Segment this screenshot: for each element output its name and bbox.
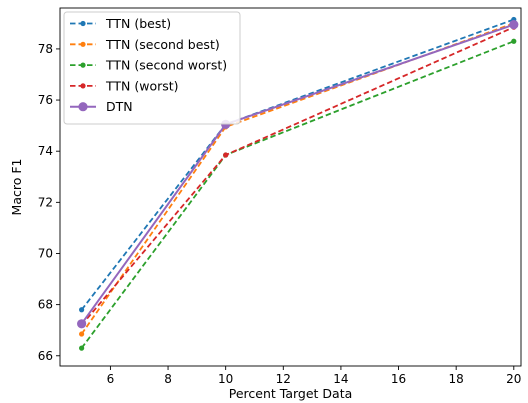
y-tick-label: 70: [38, 246, 53, 260]
legend-swatch-marker: [80, 20, 86, 27]
x-tick-label: 14: [333, 372, 348, 386]
x-tick-label: 20: [506, 372, 521, 386]
legend-label: TTN (second best): [105, 37, 220, 52]
x-tick-label: 6: [107, 372, 115, 386]
data-point: [79, 345, 85, 351]
y-tick-label: 78: [38, 42, 53, 56]
y-tick-label: 68: [38, 298, 53, 312]
y-tick-label: 72: [38, 195, 53, 209]
y-tick-label: 66: [38, 349, 53, 363]
x-tick-label: 8: [164, 372, 172, 386]
legend-item: TTN (second worst): [70, 58, 227, 73]
data-point: [77, 319, 87, 329]
legend-label: TTN (worst): [105, 78, 179, 93]
legend-item: TTN (second best): [70, 37, 220, 52]
legend-label: DTN: [106, 99, 133, 114]
legend-label: TTN (best): [105, 16, 171, 31]
legend-item: TTN (best): [70, 16, 171, 31]
legend-swatch-marker: [78, 102, 88, 112]
data-point: [79, 307, 85, 313]
x-tick-label: 16: [391, 372, 406, 386]
legend-item: TTN (worst): [70, 78, 179, 93]
data-point: [511, 38, 517, 44]
x-tick-label: 10: [218, 372, 233, 386]
legend-box: [63, 11, 241, 125]
legend-swatch-marker: [80, 62, 86, 68]
legend-swatch-marker: [80, 41, 86, 47]
x-tick-label: 18: [449, 372, 464, 386]
data-point: [79, 331, 85, 337]
data-point: [223, 152, 229, 158]
legend-label: TTN (second worst): [105, 58, 227, 73]
legend-item: DTN: [70, 99, 133, 114]
legend-swatch-marker: [80, 83, 86, 89]
x-tick-label: 12: [276, 372, 291, 386]
x-axis-label: Percent Target Data: [229, 386, 353, 401]
legend: TTN (best) TTN (second best) TTN (second w…: [63, 11, 241, 125]
data-point: [509, 20, 519, 30]
y-tick-label: 74: [38, 144, 53, 158]
y-axis-label: Macro F1: [9, 159, 24, 216]
y-tick-label: 76: [38, 93, 53, 107]
plot-frame: [59, 7, 522, 367]
